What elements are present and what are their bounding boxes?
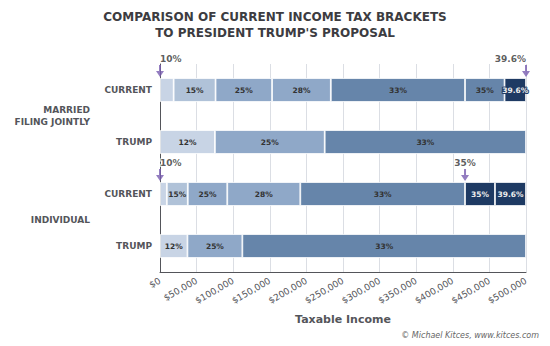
svg-text:$350,000: $350,000: [377, 276, 419, 306]
svg-text:10%: 10%: [160, 158, 182, 168]
svg-text:33%: 33%: [389, 86, 407, 95]
svg-text:25%: 25%: [199, 190, 217, 199]
svg-text:© Michael Kitces, www.kitces.c: © Michael Kitces, www.kitces.com: [401, 331, 539, 340]
svg-text:$100,000: $100,000: [194, 276, 236, 306]
svg-text:FILING JOINTLY: FILING JOINTLY: [14, 117, 90, 127]
svg-text:$50,000: $50,000: [161, 275, 200, 303]
svg-text:INDIVIDUAL: INDIVIDUAL: [31, 215, 90, 225]
svg-text:TRUMP: TRUMP: [116, 137, 152, 147]
svg-text:COMPARISON OF CURRENT INCOME T: COMPARISON OF CURRENT INCOME TAX BRACKET…: [103, 10, 447, 24]
svg-text:35%: 35%: [471, 190, 489, 199]
svg-text:$500,000: $500,000: [486, 276, 528, 306]
svg-text:MARRIED: MARRIED: [43, 105, 90, 115]
svg-text:Taxable Income: Taxable Income: [295, 313, 391, 326]
svg-text:35%: 35%: [476, 86, 494, 95]
svg-text:TO PRESIDENT TRUMP'S PROPOSAL: TO PRESIDENT TRUMP'S PROPOSAL: [155, 26, 395, 40]
svg-text:25%: 25%: [206, 242, 224, 251]
svg-text:25%: 25%: [261, 138, 279, 147]
svg-text:12%: 12%: [178, 138, 196, 147]
svg-text:39.6%: 39.6%: [497, 190, 524, 199]
svg-text:$200,000: $200,000: [267, 276, 309, 306]
svg-text:$300,000: $300,000: [340, 276, 382, 306]
svg-text:33%: 33%: [375, 242, 393, 251]
svg-text:39.6%: 39.6%: [502, 86, 529, 95]
svg-text:35%: 35%: [454, 158, 476, 168]
svg-text:10%: 10%: [160, 54, 182, 64]
svg-text:$400,000: $400,000: [413, 276, 455, 306]
svg-text:$150,000: $150,000: [230, 276, 272, 306]
svg-text:25%: 25%: [235, 86, 253, 95]
svg-text:12%: 12%: [165, 242, 183, 251]
svg-text:CURRENT: CURRENT: [104, 85, 152, 95]
svg-text:28%: 28%: [255, 190, 273, 199]
svg-text:$250,000: $250,000: [303, 276, 345, 306]
svg-text:$450,000: $450,000: [450, 276, 492, 306]
svg-text:15%: 15%: [186, 86, 204, 95]
svg-text:33%: 33%: [416, 138, 434, 147]
svg-text:CURRENT: CURRENT: [104, 189, 152, 199]
svg-text:15%: 15%: [168, 190, 186, 199]
svg-text:39.6%: 39.6%: [495, 54, 526, 64]
svg-text:33%: 33%: [374, 190, 392, 199]
svg-text:TRUMP: TRUMP: [116, 241, 152, 251]
svg-text:$0: $0: [148, 276, 163, 291]
svg-text:28%: 28%: [292, 86, 310, 95]
